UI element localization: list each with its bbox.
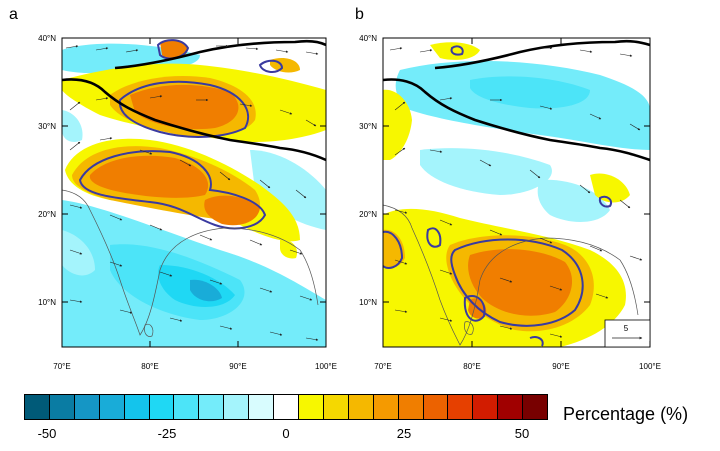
- panel-b-lon-label: 100°E: [639, 362, 661, 371]
- panel-b-lat-label: 30°N: [359, 122, 377, 131]
- panel-b-significance-contours: [383, 45, 612, 347]
- colorbar-swatch: [323, 395, 349, 419]
- reference-vector-label: 5: [624, 324, 629, 333]
- panel-a-coastline: [62, 189, 319, 337]
- colorbar-swatch: [373, 395, 399, 419]
- colorbar-swatch: [199, 395, 225, 419]
- panel-b-label: b: [355, 6, 364, 23]
- colorbar-swatch: [224, 395, 250, 419]
- panel-b-lon-label: 90°E: [552, 362, 569, 371]
- reference-vector-box: 5: [604, 319, 651, 348]
- colorbar-tick-label: -50: [37, 426, 57, 441]
- colorbar-tick-label: -25: [157, 426, 177, 441]
- panel-b-positive-anomaly-field: [383, 42, 630, 347]
- panel-a-wind-vectors: [65, 44, 319, 341]
- panel-b-lat-label: 20°N: [359, 210, 377, 219]
- colorbar-tick-label: 0: [282, 426, 290, 441]
- panel-b-ticks: [382, 37, 651, 347]
- panel-b-wind-vectors: [389, 46, 643, 338]
- panel-a-significance-contours: [78, 39, 284, 230]
- panel-a-lon-label: 100°E: [315, 362, 337, 371]
- colorbar-swatch: [124, 395, 150, 419]
- colorbar-swatch: [25, 395, 50, 419]
- colorbar-swatch: [348, 395, 374, 419]
- panel-a-plateau-boundary: [62, 39, 326, 162]
- colorbar-swatch: [473, 395, 499, 419]
- colorbar-swatch: [149, 395, 175, 419]
- colorbar-title: Percentage (%): [563, 404, 689, 424]
- colorbar-swatch: [49, 395, 75, 419]
- colorbar-swatch: [174, 395, 200, 419]
- panel-b-coastline: [383, 204, 639, 346]
- panel-a-lon-label: 90°E: [229, 362, 246, 371]
- colorbar-swatch: [523, 395, 548, 419]
- colorbar-swatch: [249, 395, 275, 419]
- panel-b-lon-label: 70°E: [374, 362, 391, 371]
- panel-b-negative-anomaly-field: [383, 60, 650, 292]
- colorbar-swatch: [298, 395, 324, 419]
- colorbar-swatch: [498, 395, 524, 419]
- panel-a-lat-label: 30°N: [38, 122, 56, 131]
- colorbar-swatch: [448, 395, 474, 419]
- panel-a-lon-label: 70°E: [53, 362, 70, 371]
- colorbar-tick-label: 25: [396, 426, 412, 441]
- panel-a-frame: [61, 37, 327, 348]
- panel-b-lat-label: 10°N: [359, 298, 377, 307]
- panel-a-label: a: [9, 6, 18, 23]
- panel-a-map: [62, 38, 326, 347]
- colorbar-swatch: [99, 395, 125, 419]
- panel-a-positive-anomaly-field: [62, 40, 326, 259]
- colorbar: [24, 394, 548, 420]
- panel-b-map: [383, 38, 650, 347]
- colorbar-swatch: [423, 395, 449, 419]
- panel-a-ticks: [61, 37, 327, 347]
- colorbar-swatch: [274, 395, 299, 419]
- panel-a-lat-label: 20°N: [38, 210, 56, 219]
- panel-a-lat-label: 40°N: [38, 34, 56, 43]
- panel-a-lon-label: 80°E: [141, 362, 158, 371]
- panel-b-plateau-boundary: [383, 39, 650, 162]
- panel-b-lon-label: 80°E: [463, 362, 480, 371]
- colorbar-swatch: [398, 395, 424, 419]
- panel-b-frame: [382, 37, 651, 348]
- panel-a-lat-label: 10°N: [38, 298, 56, 307]
- colorbar-swatch: [74, 395, 100, 419]
- panel-b-lat-label: 40°N: [359, 34, 377, 43]
- colorbar-tick-label: 50: [514, 426, 530, 441]
